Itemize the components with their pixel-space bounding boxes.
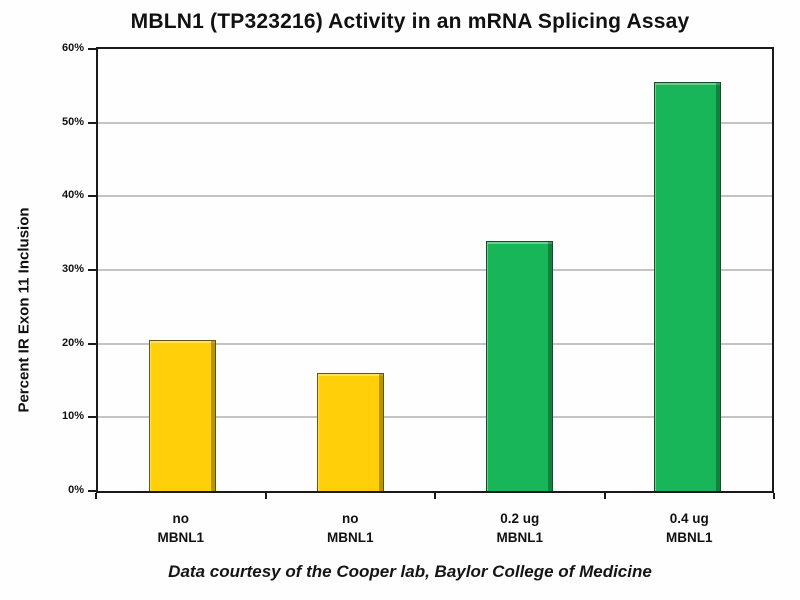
y-tick-label: 20% bbox=[61, 336, 84, 349]
gridline bbox=[98, 121, 772, 124]
y-tick-mark bbox=[88, 121, 97, 124]
y-tick-label: 0% bbox=[68, 484, 84, 496]
bar-no-mbnl1 bbox=[148, 339, 216, 491]
x-tick-mark bbox=[603, 493, 606, 499]
y-tick-label: 50% bbox=[61, 115, 84, 128]
x-category-label: no MBNL1 bbox=[96, 509, 266, 547]
y-tick-mark bbox=[88, 342, 97, 345]
y-tick-label: 30% bbox=[61, 263, 84, 275]
x-category-label-line2: MBNL1 bbox=[666, 530, 713, 545]
y-tick-mark bbox=[88, 416, 97, 419]
x-category-label: no MBNL1 bbox=[266, 509, 436, 547]
y-tick-label: 10% bbox=[61, 410, 84, 423]
plot-area bbox=[96, 47, 774, 493]
bar-0.2-ug-mbnl1 bbox=[485, 240, 553, 491]
x-category-label-line1: no bbox=[342, 511, 359, 526]
x-tick-mark bbox=[434, 493, 436, 499]
x-tick-mark bbox=[264, 493, 267, 499]
gridline bbox=[98, 416, 772, 419]
y-axis-label: Percent IR Exon 11 Inclusion bbox=[15, 207, 33, 413]
x-category-label-line1: 0.4 ug bbox=[669, 511, 709, 526]
x-category-label: 0.4 ug MBNL1 bbox=[605, 509, 775, 547]
y-tick-label: 60% bbox=[61, 42, 84, 54]
y-tick-label: 40% bbox=[61, 189, 84, 202]
x-category-label-line2: MBNL1 bbox=[327, 530, 374, 545]
y-tick-mark bbox=[88, 48, 97, 50]
y-tick-mark bbox=[88, 269, 97, 271]
x-category-label-line1: 0.2 ug bbox=[500, 511, 540, 526]
caption: Data courtesy of the Cooper lab, Baylor … bbox=[168, 562, 652, 581]
x-category-label: 0.2 ug MBNL1 bbox=[435, 509, 605, 547]
gridline bbox=[98, 269, 772, 271]
gridline bbox=[98, 195, 772, 198]
x-tick-mark bbox=[95, 493, 97, 499]
y-tick-mark bbox=[88, 195, 97, 198]
x-tick-mark bbox=[773, 493, 775, 499]
bar-no-mbnl1 bbox=[317, 373, 385, 491]
x-category-label-line1: no bbox=[172, 511, 190, 526]
x-category-label-line2: MBNL1 bbox=[496, 530, 544, 545]
gridline bbox=[98, 342, 772, 345]
x-category-label-line2: MBNL1 bbox=[157, 530, 205, 545]
y-tick-mark bbox=[88, 490, 97, 492]
bar-0.4-ug-mbnl1 bbox=[654, 82, 722, 491]
chart-title: MBLN1 (TP323216) Activity in an mRNA Spl… bbox=[130, 10, 690, 33]
